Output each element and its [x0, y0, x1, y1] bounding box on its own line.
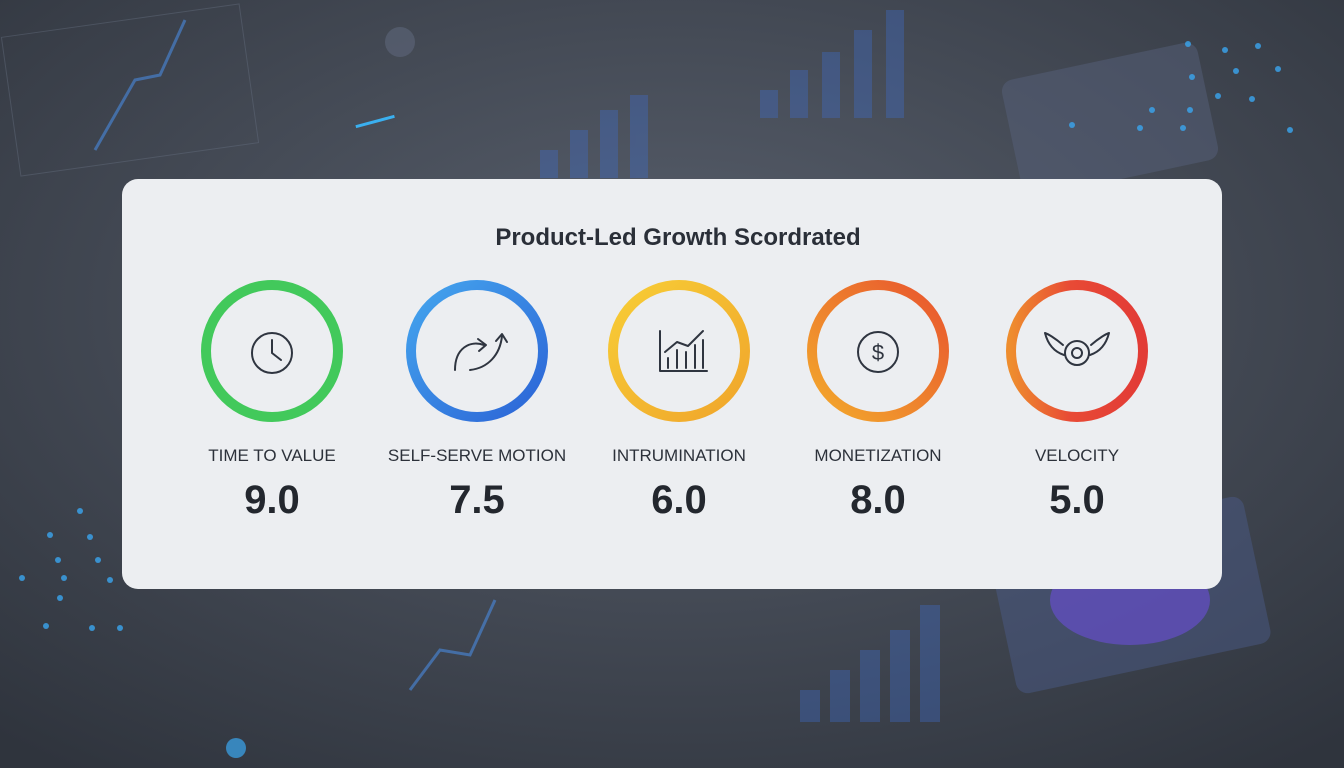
gear-wings-icon [1044, 332, 1110, 366]
metric-label: MONETIZATION [814, 446, 941, 465]
metric-label: INTRUMINATION [612, 446, 746, 465]
ring [608, 280, 750, 422]
ring [406, 280, 548, 422]
clock-icon [251, 332, 293, 374]
metric-score: 5.0 [1049, 478, 1105, 522]
chart-icon [659, 330, 708, 372]
metric-label: TIME TO VALUE [208, 446, 336, 465]
metric-score: 7.5 [449, 478, 505, 522]
metric-score: 9.0 [244, 478, 300, 522]
metric-score: 6.0 [651, 478, 707, 522]
metric-label: SELF-SERVE MOTION [388, 446, 566, 465]
card [122, 179, 1222, 589]
svg-text:$: $ [872, 340, 884, 365]
ring [201, 280, 343, 422]
ring [1006, 280, 1148, 422]
metric-score: 8.0 [850, 478, 906, 522]
dollar-icon: $ [857, 331, 899, 373]
arrows-icon [454, 333, 508, 371]
ring [807, 280, 949, 422]
metric-label: VELOCITY [1035, 446, 1119, 465]
card-title: Product-Led Growth Scordrated [495, 224, 860, 251]
